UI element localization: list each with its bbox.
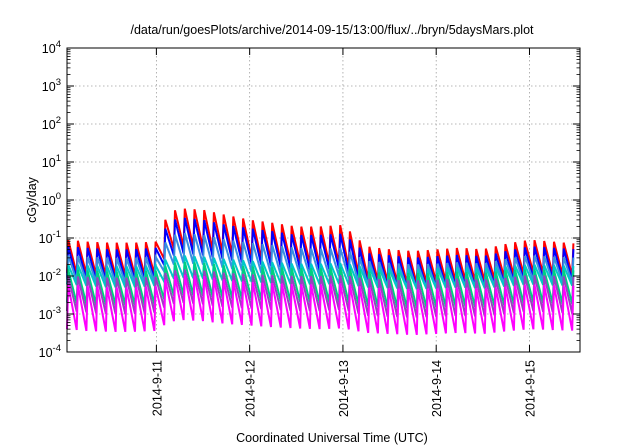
x-tick-label: 2014-9-13 — [337, 360, 351, 417]
x-axis-label: Coordinated Universal Time (UTC) — [236, 431, 428, 445]
y-tick-label: 102 — [42, 115, 61, 132]
y-axis-label: cGy/day — [25, 176, 39, 223]
y-tick-label: 104 — [42, 39, 61, 56]
series-line — [66, 232, 575, 290]
y-tick-labels: 10-4 10-3 10-2 10-1 100 101 102 103 104 — [39, 39, 61, 360]
series-line — [66, 274, 575, 335]
series-group — [66, 208, 575, 335]
x-tick-label: 2014-9-11 — [150, 360, 164, 416]
x-tick-label: 2014-9-14 — [430, 360, 444, 417]
plot-frame — [66, 47, 581, 353]
x-tick-label: 2014-9-15 — [523, 360, 537, 417]
y-tick-label: 10-3 — [39, 305, 61, 322]
y-tick-label: 103 — [42, 77, 61, 94]
chart-title: /data/run/goesPlots/archive/2014-09-15/1… — [130, 23, 534, 37]
tick-marks — [67, 47, 580, 353]
y-tick-label: 100 — [42, 191, 61, 208]
y-tick-label: 10-1 — [39, 229, 61, 246]
x-tick-labels: 2014-9-11 2014-9-12 2014-9-13 2014-9-14 2014… — [150, 360, 537, 417]
y-tick-label: 101 — [42, 153, 61, 170]
y-tick-label: 10-4 — [39, 343, 61, 360]
x-tick-label: 2014-9-12 — [244, 360, 258, 417]
y-tick-label: 10-2 — [39, 267, 61, 284]
